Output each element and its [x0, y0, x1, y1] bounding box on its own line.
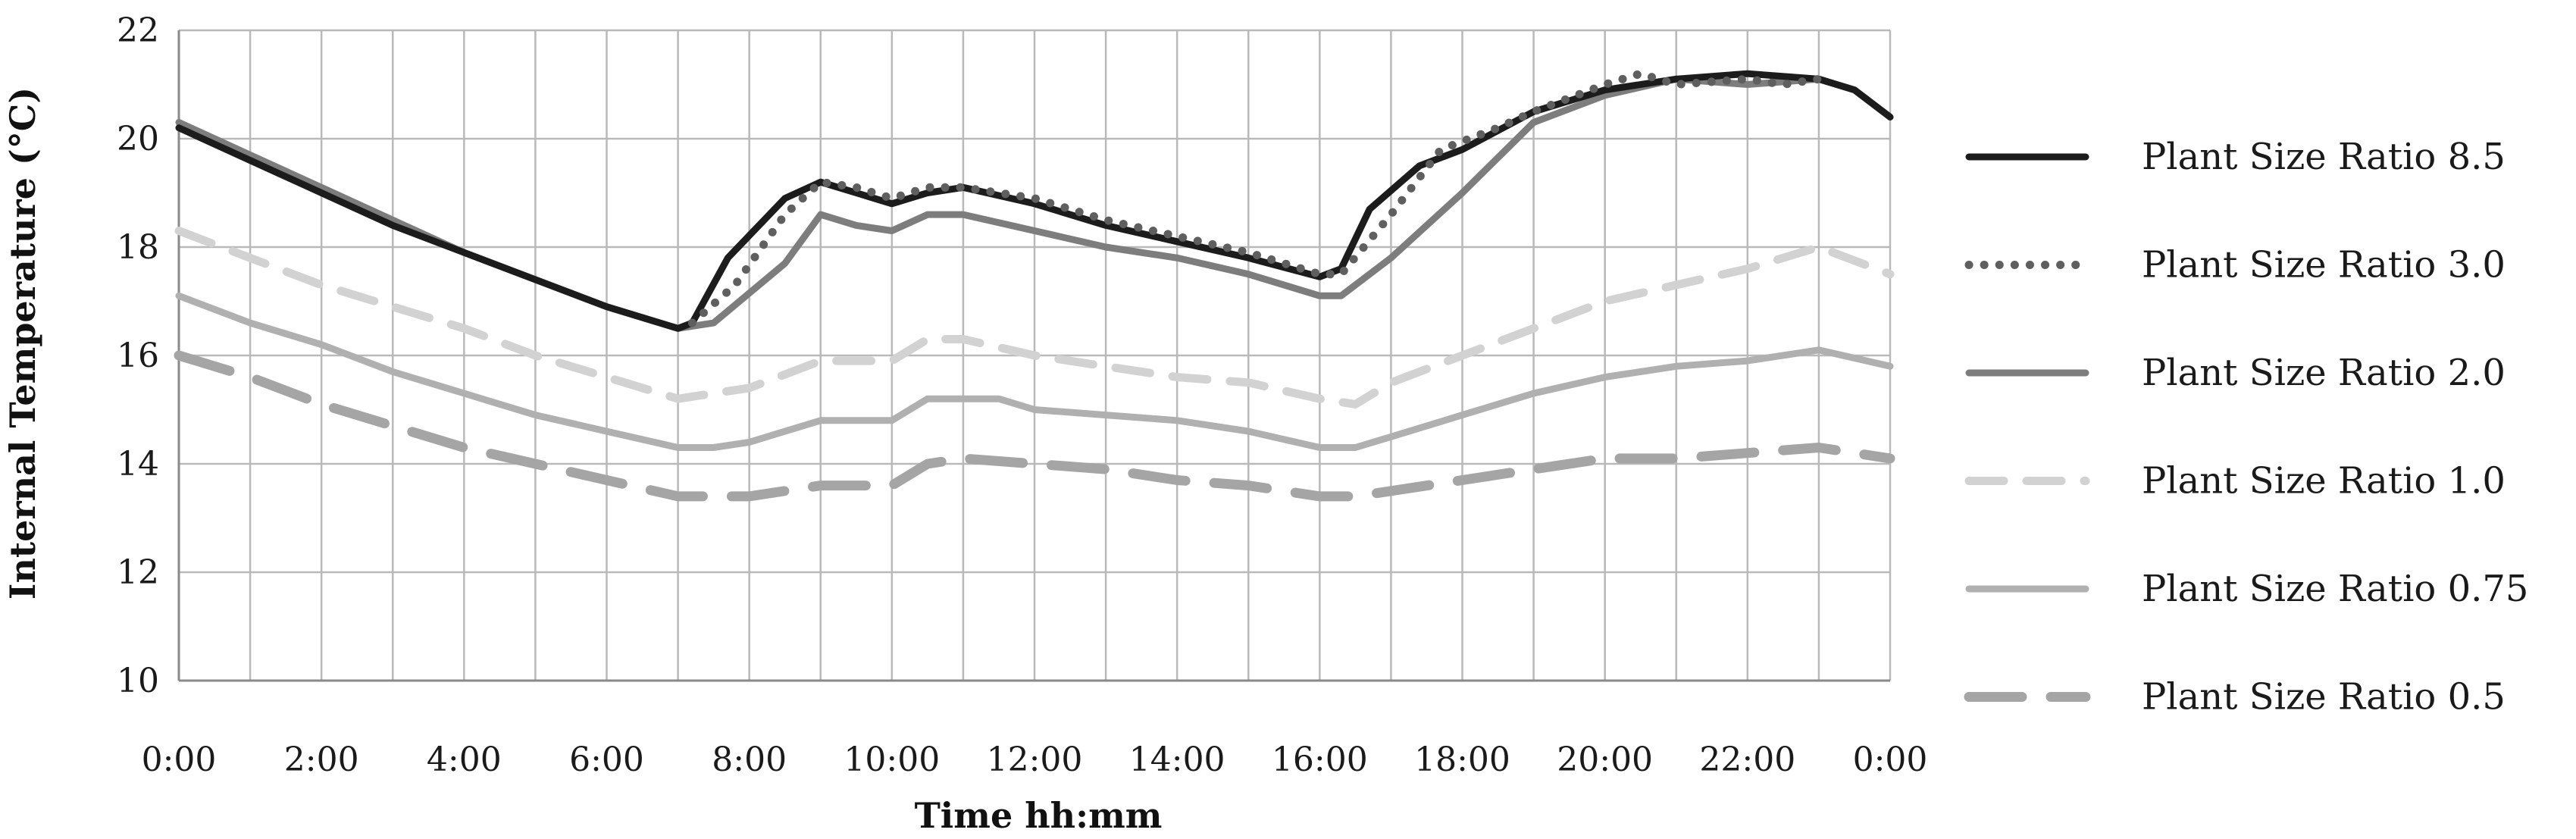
- x-tick-label: 0:00: [1853, 740, 1928, 779]
- y-tick-label: 12: [117, 553, 159, 592]
- legend-item: Plant Size Ratio 2.0: [1965, 352, 2506, 394]
- x-tick-label: 18:00: [1414, 740, 1510, 779]
- x-tick-label: 2:00: [284, 740, 359, 779]
- legend-label: Plant Size Ratio 2.0: [2142, 352, 2506, 394]
- x-tick-label: 12:00: [987, 740, 1083, 779]
- series-line: [174, 350, 1895, 502]
- x-tick-label: 16:00: [1272, 740, 1368, 779]
- legend-label: Plant Size Ratio 0.75: [2142, 568, 2528, 610]
- legend: Plant Size Ratio 8.5 Plant Size Ratio 3.0…: [1964, 136, 2528, 718]
- legend-item: Plant Size Ratio 0.5: [1964, 676, 2506, 718]
- y-tick-label: 18: [117, 228, 159, 267]
- legend-label: Plant Size Ratio 0.5: [2142, 676, 2506, 718]
- x-tick-label: 8:00: [712, 740, 787, 779]
- legend-label: Plant Size Ratio 8.5: [2142, 136, 2506, 178]
- x-tick-label: 22:00: [1699, 740, 1795, 779]
- x-tick-label: 20:00: [1557, 740, 1653, 779]
- y-tick-label: 16: [117, 337, 159, 375]
- y-axis-title: Internal Temperature (°C): [2, 87, 43, 600]
- series-line: [174, 227, 1895, 409]
- series-plant-size-ratio-3-0: [687, 69, 1823, 327]
- series-line: [687, 69, 1823, 327]
- y-axis-ticks: 10 12 14 16 18 20 22: [117, 11, 159, 700]
- series-line: [175, 70, 1894, 332]
- legend-item: Plant Size Ratio 3.0: [1964, 244, 2506, 286]
- legend-item: Plant Size Ratio 8.5: [1965, 136, 2506, 178]
- y-tick-label: 10: [117, 662, 159, 700]
- x-tick-label: 10:00: [844, 740, 940, 779]
- series-plant-size-ratio-0-75: [175, 292, 1894, 451]
- x-axis-title: Time hh:mm: [915, 795, 1163, 836]
- x-tick-label: 14:00: [1129, 740, 1225, 779]
- x-tick-label: 0:00: [142, 740, 217, 779]
- legend-label: Plant Size Ratio 3.0: [2142, 244, 2506, 286]
- series-plant-size-ratio-0-5: [174, 350, 1895, 502]
- series-plant-size-ratio-1-0: [174, 227, 1895, 409]
- x-axis-ticks: 0:00 2:00 4:00 6:00 8:00 10:00 12:00 14:00 16:00…: [142, 740, 1928, 779]
- legend-item: Plant Size Ratio 1.0: [1964, 460, 2506, 502]
- series-plant-size-ratio-8-5: [175, 70, 1894, 332]
- y-tick-label: 14: [117, 445, 159, 484]
- data-point: [784, 214, 785, 215]
- legend-label: Plant Size Ratio 1.0: [2142, 460, 2506, 502]
- x-tick-label: 6:00: [569, 740, 644, 779]
- series-line: [175, 292, 1894, 451]
- legend-item: Plant Size Ratio 0.75: [1965, 568, 2528, 610]
- series-lines: [174, 69, 1895, 502]
- y-tick-label: 22: [117, 11, 159, 50]
- y-tick-label: 20: [117, 120, 159, 158]
- x-tick-label: 4:00: [427, 740, 502, 779]
- data-point: [927, 339, 928, 340]
